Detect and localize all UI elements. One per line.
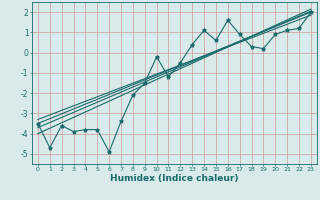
- Point: [83, 128, 88, 131]
- Point: [261, 47, 266, 50]
- Point: [36, 122, 41, 125]
- Point: [213, 39, 219, 42]
- Point: [142, 81, 147, 85]
- Point: [47, 146, 52, 149]
- Point: [249, 45, 254, 48]
- Point: [59, 124, 64, 127]
- Point: [95, 128, 100, 131]
- X-axis label: Humidex (Indice chaleur): Humidex (Indice chaleur): [110, 174, 239, 183]
- Point: [154, 55, 159, 58]
- Point: [237, 33, 242, 36]
- Point: [225, 19, 230, 22]
- Point: [107, 150, 112, 153]
- Point: [71, 130, 76, 133]
- Point: [273, 33, 278, 36]
- Point: [284, 29, 290, 32]
- Point: [178, 61, 183, 64]
- Point: [118, 120, 124, 123]
- Point: [190, 43, 195, 46]
- Point: [202, 29, 207, 32]
- Point: [308, 11, 313, 14]
- Point: [296, 27, 301, 30]
- Point: [130, 94, 135, 97]
- Point: [166, 75, 171, 79]
